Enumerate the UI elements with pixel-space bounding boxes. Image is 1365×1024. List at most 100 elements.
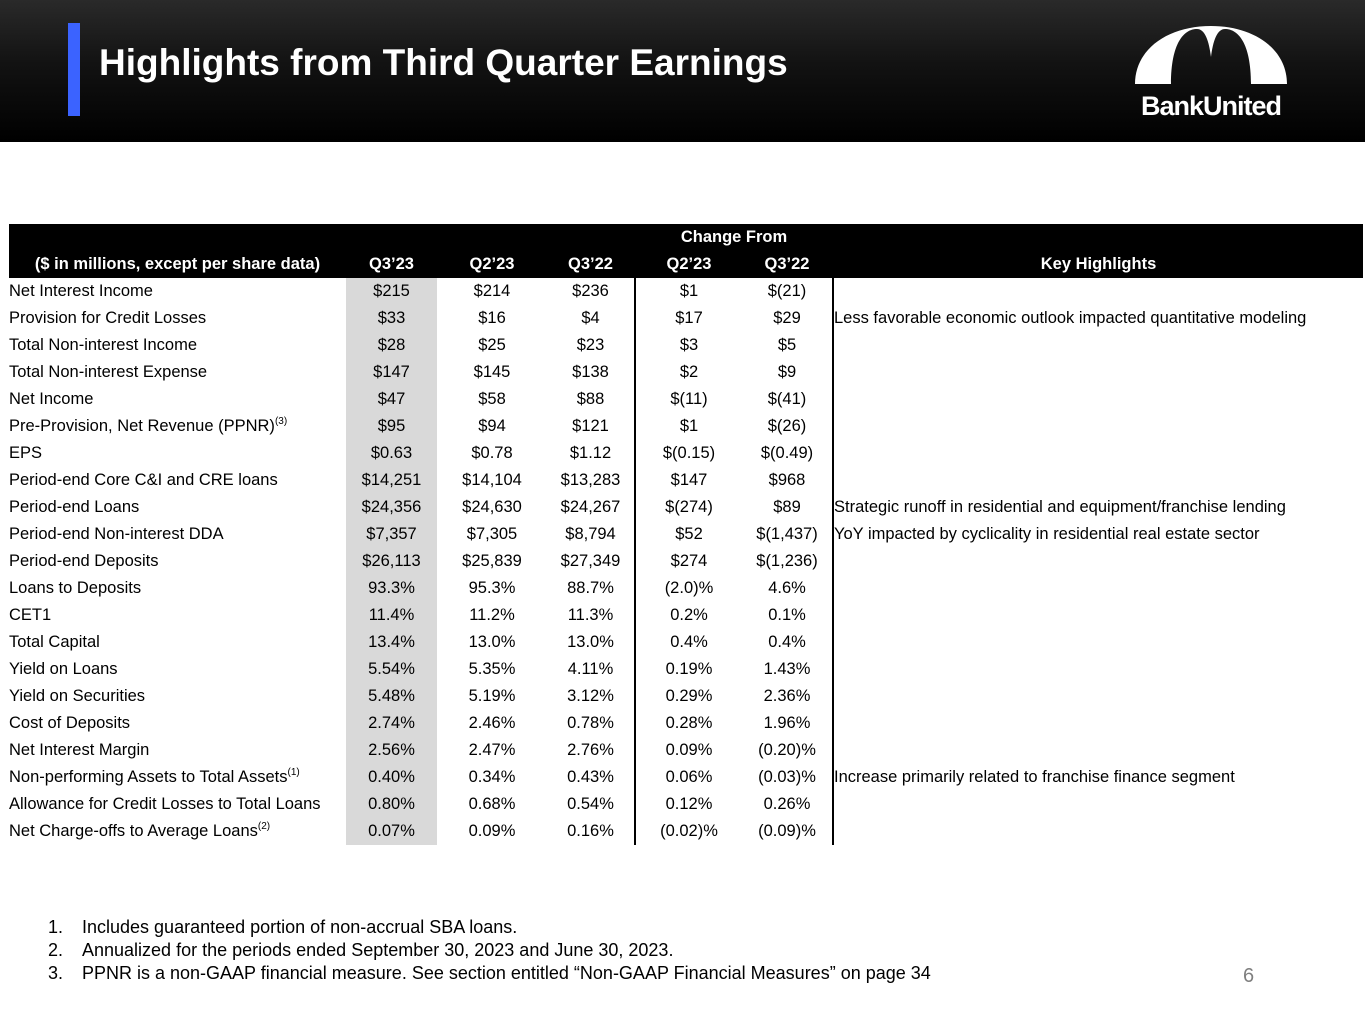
value-q3-22: $23 (576, 336, 605, 354)
key-highlight (832, 278, 1363, 305)
footnotes: 1. Includes guaranteed portion of non-acc… (48, 916, 931, 985)
metric-label: Period-end Loans (9, 498, 140, 516)
value-q3-23: 11.4% (346, 602, 437, 629)
value-q2-23: $0.78 (471, 444, 513, 462)
table-row: Pre-Provision, Net Revenue (PPNR)(3) $95 $… (9, 413, 1363, 440)
value-q2-23: 11.2% (469, 606, 515, 624)
logo-arch-icon (1135, 26, 1287, 84)
footnote: 2. Annualized for the periods ended Septe… (48, 940, 674, 960)
value-q2-23: $94 (478, 417, 506, 435)
value-q3-22: 0.54% (567, 795, 614, 813)
change-from-header: Change From (634, 224, 833, 251)
metric-label: Period-end Core C&I and CRE loans (9, 471, 278, 489)
footnote-marker: (1) (287, 767, 300, 778)
key-highlight: YoY impacted by cyclicality in residenti… (832, 521, 1363, 548)
value-q3-22: 3.12% (567, 687, 614, 705)
change-vs-q3-22: 1.43% (763, 660, 811, 678)
value-q3-22: $24,267 (560, 498, 621, 516)
value-q3-23: 2.74% (346, 710, 437, 737)
key-highlight (832, 359, 1363, 386)
metric-label: Period-end Deposits (9, 552, 159, 570)
value-q3-22: 2.76% (567, 741, 614, 759)
value-q3-23: 5.54% (346, 656, 437, 683)
metric-label: Yield on Loans (9, 660, 118, 678)
value-q3-22: 13.0% (567, 633, 614, 651)
change-vs-q2-23: 0.09% (634, 737, 742, 764)
table-row: Net Interest Margin 2.56% 2.47% 2.76% 0.09% (… (9, 737, 1363, 764)
value-q2-23: 2.46% (468, 714, 516, 732)
value-q3-22: 0.16% (567, 822, 614, 840)
value-q3-23: $47 (346, 386, 437, 413)
metric-label: Net Interest Income (9, 282, 153, 300)
change-vs-q2-23: $(0.15) (634, 440, 742, 467)
change-vs-q2-23: 0.29% (634, 683, 742, 710)
value-q2-23: $25 (478, 336, 506, 354)
column-header-metric: ($ in millions, except per share data) (9, 251, 346, 278)
metric-label: Allowance for Credit Losses to Total Loa… (9, 795, 321, 813)
metric-label: Total Non-interest Expense (9, 363, 208, 381)
change-vs-q2-23: $274 (634, 548, 742, 575)
title-accent-bar (68, 23, 80, 116)
value-q2-23: $14,104 (462, 471, 522, 489)
change-vs-q3-22: 0.4% (768, 633, 806, 651)
metric-label: Total Non-interest Income (9, 336, 198, 354)
value-q3-23: 0.07% (346, 818, 437, 845)
change-vs-q3-22: $(41) (767, 390, 807, 408)
value-q2-23: 2.47% (468, 741, 516, 759)
value-q2-23: 0.68% (468, 795, 516, 813)
change-vs-q3-22: $29 (773, 309, 801, 327)
change-vs-q2-23: 0.06% (634, 764, 742, 791)
key-highlight (832, 332, 1363, 359)
table-row: Period-end Deposits $26,113 $25,839 $27,349… (9, 548, 1363, 575)
change-vs-q3-22: $(26) (767, 417, 807, 435)
value-q2-23: $16 (478, 309, 506, 327)
bankunited-logo: BankUnited (1128, 20, 1294, 126)
change-vs-q3-22: (0.20)% (758, 741, 816, 759)
value-q3-23: $14,251 (346, 467, 437, 494)
value-q2-23: 0.09% (468, 822, 516, 840)
value-q3-23: 2.56% (346, 737, 437, 764)
value-q2-23: $58 (478, 390, 506, 408)
key-highlight: Strategic runoff in residential and equi… (832, 494, 1363, 521)
change-vs-q2-23: (2.0)% (634, 575, 742, 602)
value-q3-23: $147 (346, 359, 437, 386)
column-header-change-q2-23: Q2’23 (634, 251, 742, 278)
change-vs-q3-22: (0.03)% (758, 768, 816, 786)
key-highlight (832, 440, 1363, 467)
metric-label: Cost of Deposits (9, 714, 131, 732)
table-row: Provision for Credit Losses $33 $16 $4 $17 $2… (9, 305, 1363, 332)
change-vs-q2-23: (0.02)% (634, 818, 742, 845)
value-q2-23: $145 (473, 363, 511, 381)
table-row: Allowance for Credit Losses to Total Loa… (9, 791, 1363, 818)
value-q2-23: 95.3% (468, 579, 516, 597)
value-q3-22: 4.11% (567, 660, 614, 678)
change-vs-q2-23: $1 (634, 413, 742, 440)
change-vs-q2-23: $1 (634, 278, 742, 305)
value-q2-23: 0.34% (468, 768, 516, 786)
key-highlight (832, 710, 1363, 737)
column-header-q2-23: Q2’23 (437, 251, 547, 278)
value-q3-23: $0.63 (346, 440, 437, 467)
key-highlight: Increase primarily related to franchise … (832, 764, 1363, 791)
value-q3-22: $13,283 (560, 471, 621, 489)
metric-label: CET1 (9, 606, 52, 624)
table-header-row: ($ in millions, except per share data) Q… (9, 251, 1363, 278)
table-row: Non-performing Assets to Total Assets(1)… (9, 764, 1363, 791)
table-row: EPS $0.63 $0.78 $1.12 $(0.15) $(0.49) (9, 440, 1363, 467)
change-vs-q3-22: $(21) (767, 282, 807, 300)
change-vs-q2-23: 0.2% (634, 602, 742, 629)
logo-text: BankUnited (1140, 91, 1282, 121)
table-header-row-group: Change From (9, 224, 1363, 251)
value-q3-23: $7,357 (346, 521, 437, 548)
value-q3-22: $4 (581, 309, 600, 327)
change-vs-q2-23: $(274) (634, 494, 742, 521)
value-q3-22: $121 (572, 417, 609, 435)
table-row: Period-end Non-interest DDA $7,357 $7,305 $… (9, 521, 1363, 548)
value-q3-22: $1.12 (569, 444, 612, 462)
change-vs-q2-23: 0.12% (634, 791, 742, 818)
slide-header: Highlights from Third Quarter Earnings B… (0, 0, 1365, 142)
column-header-q3-23: Q3’23 (346, 251, 437, 278)
table-row: Yield on Securities 5.48% 5.19% 3.12% 0.29% 2… (9, 683, 1363, 710)
metric-label: Non-performing Assets to Total Assets(1) (9, 767, 300, 787)
key-highlight (832, 791, 1363, 818)
